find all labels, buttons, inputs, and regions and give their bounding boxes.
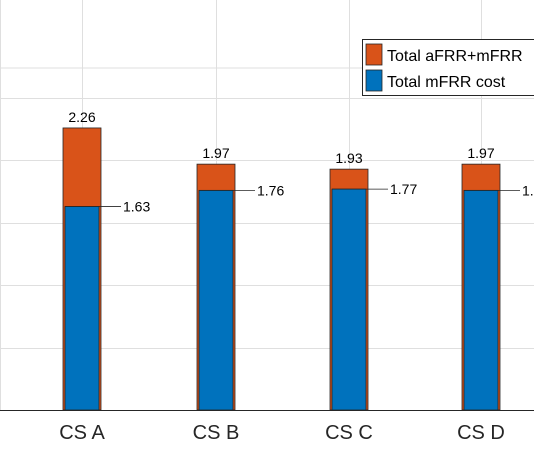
bar-mfrr bbox=[198, 189, 234, 411]
legend: Total aFRR+mFRR Total mFRR cost bbox=[362, 39, 534, 96]
data-label-mfrr: 1.63 bbox=[123, 199, 150, 215]
x-tick-label: CS A bbox=[59, 422, 105, 444]
legend-label-afrr-mfrr: Total aFRR+mFRR bbox=[387, 48, 523, 65]
bar-mfrr bbox=[331, 188, 367, 411]
legend-swatch-mfrr bbox=[365, 69, 383, 92]
bars bbox=[62, 127, 501, 411]
data-label-total: 1.93 bbox=[335, 150, 362, 166]
x-tick-label: CS C bbox=[325, 422, 373, 444]
bar-mfrr bbox=[463, 189, 499, 411]
legend-swatch-afrr-mfrr bbox=[365, 43, 383, 66]
data-label-mfrr: 1.7 bbox=[522, 182, 534, 198]
data-label-mfrr: 1.76 bbox=[257, 182, 284, 198]
x-tick-labels: CS A CS B CS C CS D bbox=[59, 422, 505, 444]
data-label-mfrr: 1.77 bbox=[390, 181, 417, 197]
data-label-total: 1.97 bbox=[202, 145, 229, 161]
legend-box bbox=[362, 39, 534, 96]
x-tick-label: CS D bbox=[457, 422, 505, 444]
data-labels: 2.26 1.63 1.97 1.76 1.93 1.77 1.97 1.7 bbox=[65, 109, 534, 215]
legend-label-mfrr: Total mFRR cost bbox=[387, 74, 506, 91]
x-tick-label: CS B bbox=[193, 422, 240, 444]
data-label-total: 1.97 bbox=[467, 145, 494, 161]
data-label-total: 2.26 bbox=[68, 109, 95, 125]
bar-mfrr bbox=[64, 206, 100, 411]
